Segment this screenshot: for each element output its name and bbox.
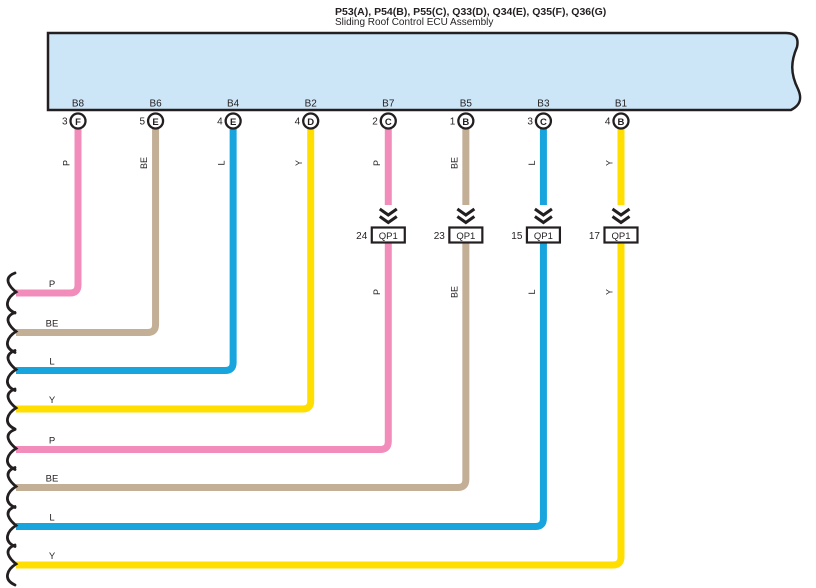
wire-row-label: BE <box>46 474 59 485</box>
splice-chevron-icon <box>611 207 631 217</box>
pin-number: 4 <box>217 117 223 128</box>
ecu-assembly-name: Sliding Roof Control ECU Assembly <box>335 17 494 28</box>
pin-number: 5 <box>140 117 146 128</box>
connector-code-circle <box>457 112 475 130</box>
wire-path <box>16 128 625 569</box>
splice-label: QP1 <box>534 231 553 242</box>
splice-chevron-icon <box>534 215 553 225</box>
pin-number: 3 <box>527 117 533 128</box>
wire-path <box>16 128 237 374</box>
wire-color-label: P <box>372 289 382 295</box>
terminal-label: B8 <box>72 99 85 110</box>
connector-code-letter: E <box>230 117 236 128</box>
splice-chevron-icon <box>456 207 476 217</box>
connector-code-letter: C <box>540 117 547 128</box>
connector-code-circle <box>612 112 630 130</box>
connector-code-circle <box>534 112 553 130</box>
pin-number: 4 <box>605 117 611 128</box>
connector-code-circle <box>302 112 320 130</box>
wire-row-label: L <box>49 513 54 524</box>
wire-color-label: L <box>217 160 227 165</box>
wire-color-label: P <box>62 160 72 166</box>
wire-color-label: Y <box>294 160 304 166</box>
wire-break-icon <box>6 505 19 548</box>
splice-number: 15 <box>511 231 523 242</box>
wire-color-label: BE <box>449 286 459 298</box>
wire-color-label: BE <box>139 157 149 169</box>
wire-path <box>16 128 547 530</box>
splice-number: 23 <box>434 231 446 242</box>
wire-path <box>16 128 470 491</box>
splice-chevron-icon <box>611 215 631 225</box>
wire-row-label: Y <box>49 551 56 562</box>
wire-break-icon <box>6 466 19 509</box>
connector-code-letter: B <box>618 117 625 128</box>
diagram-title: P53(A), P54(B), P55(C), Q33(D), Q34(E), … <box>335 7 606 28</box>
wire-break-icon <box>6 311 19 354</box>
wire-path <box>16 128 392 453</box>
splice-label: QP1 <box>611 231 630 242</box>
wire-color-label: Y <box>604 289 614 295</box>
terminal-label: B6 <box>149 99 162 110</box>
splice-number: 17 <box>589 231 601 242</box>
terminal-label: B3 <box>537 99 550 110</box>
connector-code-letter: F <box>75 117 81 128</box>
terminal-label: B5 <box>460 99 473 110</box>
wire-break-icon <box>6 387 19 431</box>
connector-code-circle <box>69 112 87 130</box>
splice-box <box>370 226 406 244</box>
pin-number: 3 <box>62 117 68 128</box>
splice-label: QP1 <box>379 231 398 242</box>
splice-box <box>525 226 562 244</box>
wire-path <box>16 128 160 336</box>
connector-code-letter: C <box>385 117 392 128</box>
splice-label: QP1 <box>456 231 475 242</box>
wire-row-label: Y <box>49 395 56 406</box>
terminal-label: B1 <box>615 99 628 110</box>
connector-codes-title: P53(A), P54(B), P55(C), Q33(D), Q34(E), … <box>335 6 607 18</box>
pin-number: 2 <box>372 117 378 128</box>
connector-code-letter: D <box>307 117 314 128</box>
wire-color-label: BE <box>449 157 459 169</box>
ecu-assembly-box <box>46 31 802 112</box>
splice-chevron-icon <box>378 215 398 225</box>
wire-row-label: BE <box>46 319 59 330</box>
connector-code-letter: E <box>152 117 158 128</box>
wire-color-label: Y <box>604 160 614 166</box>
connector-code-circle <box>224 112 242 130</box>
wire-break-icon <box>6 271 19 315</box>
splice-box <box>448 226 484 244</box>
wire-path <box>16 128 82 297</box>
terminal-label: B4 <box>227 99 240 110</box>
terminal-label: B2 <box>305 99 318 110</box>
splice-number: 24 <box>356 231 368 242</box>
connector-code-letter: B <box>462 117 469 128</box>
pin-number: 4 <box>295 117 301 128</box>
splice-chevron-icon <box>534 207 553 217</box>
wire-color-label: L <box>527 289 537 294</box>
wire-row-label: P <box>49 279 55 290</box>
wire-break-icon <box>6 428 19 471</box>
pin-number: 1 <box>450 117 456 128</box>
splice-chevron-icon <box>456 215 476 225</box>
connector-code-circle <box>146 112 165 130</box>
wire-break-icon <box>6 349 19 392</box>
wire-row-label: L <box>49 357 54 368</box>
wire-color-label: P <box>372 160 382 166</box>
splice-chevron-icon <box>378 207 398 217</box>
wire-break-icon <box>6 543 19 587</box>
wire-row-label: P <box>49 436 55 447</box>
wire-color-label: L <box>527 160 537 165</box>
wire-path <box>16 128 315 413</box>
connector-code-circle <box>379 112 397 130</box>
terminal-label: B7 <box>382 99 395 110</box>
splice-box <box>603 226 639 244</box>
